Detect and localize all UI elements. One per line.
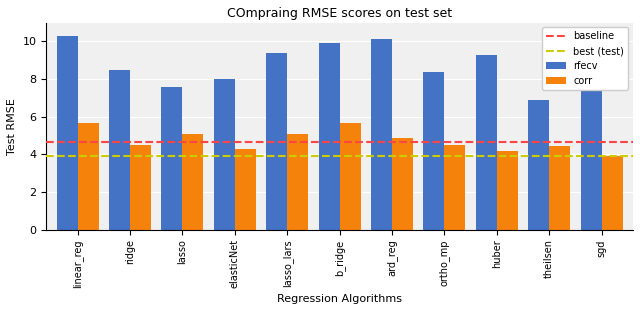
baseline: [126, 140, 134, 144]
Bar: [602, 156, 623, 230]
Bar: [182, 134, 204, 230]
Bar: [235, 149, 256, 230]
Title: COmpraing RMSE scores on test set: COmpraing RMSE scores on test set: [227, 7, 452, 20]
Bar: [319, 43, 340, 230]
best (test): [74, 154, 81, 158]
Legend: baseline, best (test), rfecv, corr: baseline, best (test), rfecv, corr: [542, 27, 628, 90]
Bar: [266, 53, 287, 230]
Bar: [549, 146, 570, 230]
Bar: [371, 39, 392, 230]
baseline: [74, 140, 81, 144]
Y-axis label: Test RMSE: Test RMSE: [7, 98, 17, 155]
Bar: [340, 123, 360, 230]
Bar: [392, 138, 413, 230]
Bar: [77, 123, 99, 230]
Bar: [580, 68, 602, 230]
Bar: [444, 145, 465, 230]
Bar: [497, 151, 518, 230]
Bar: [476, 54, 497, 230]
Bar: [287, 134, 308, 230]
Bar: [57, 36, 77, 230]
X-axis label: Regression Algorithms: Regression Algorithms: [277, 294, 402, 304]
Bar: [528, 100, 549, 230]
Bar: [161, 86, 182, 230]
best (test): [126, 154, 134, 158]
Bar: [214, 79, 235, 230]
Bar: [130, 145, 151, 230]
Bar: [424, 72, 444, 230]
Bar: [109, 70, 130, 230]
